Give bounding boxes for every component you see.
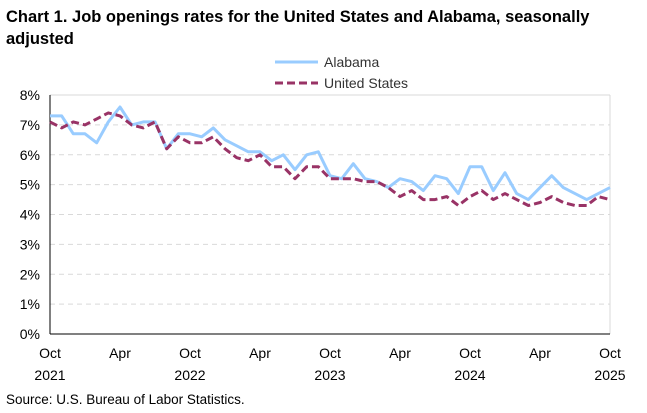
y-tick-label: 1%: [20, 296, 40, 312]
y-tick-label: 6%: [20, 147, 40, 163]
x-tick-year: 2024: [454, 367, 485, 383]
x-tick-year: 2025: [594, 367, 625, 383]
x-tick-label: Oct: [39, 345, 61, 361]
x-tick-label: Oct: [319, 345, 341, 361]
series-line-united-states: [49, 111, 611, 207]
x-tick-label: Apr: [529, 345, 551, 361]
x-tick-label: Oct: [599, 345, 621, 361]
series-line-alabama: [50, 105, 611, 202]
y-tick-label: 7%: [20, 117, 40, 133]
legend-label: Alabama: [324, 54, 379, 70]
x-tick-year: 2023: [314, 367, 345, 383]
y-tick-label: 5%: [20, 177, 40, 193]
x-tick-year: 2021: [34, 367, 65, 383]
y-tick-label: 8%: [20, 87, 40, 103]
y-tick-label: 3%: [20, 236, 40, 252]
y-tick-label: 0%: [20, 326, 40, 342]
x-tick-label: Apr: [109, 345, 131, 361]
source-note: Source: U.S. Bureau of Labor Statistics.: [6, 392, 245, 407]
legend-label: United States: [324, 75, 408, 91]
x-tick-label: Oct: [459, 345, 481, 361]
chart-title: Chart 1. Job openings rates for the Unit…: [6, 8, 590, 48]
x-tick-label: Oct: [179, 345, 201, 361]
x-tick-label: Apr: [249, 345, 271, 361]
x-tick-label: Apr: [389, 345, 411, 361]
y-tick-label: 4%: [20, 207, 40, 223]
x-tick-year: 2022: [174, 367, 205, 383]
y-tick-label: 2%: [20, 266, 40, 282]
